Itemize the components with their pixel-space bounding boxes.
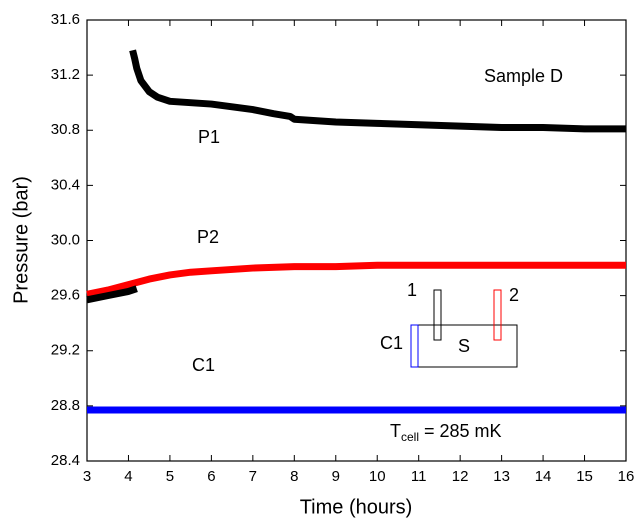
inset-label: S xyxy=(458,336,470,356)
x-tick-label: 11 xyxy=(411,468,427,485)
y-tick-label: 29.2 xyxy=(51,342,80,359)
inset-label: 1 xyxy=(407,280,417,300)
annotation: Sample D xyxy=(484,66,563,86)
series-label: P2 xyxy=(197,227,219,247)
plot-frame xyxy=(86,19,627,462)
temperature-label: Tcell = 285 mK xyxy=(390,421,502,444)
inset-label: 2 xyxy=(509,285,519,305)
x-tick-label: 15 xyxy=(576,468,593,485)
gauge-1 xyxy=(433,289,442,341)
x-tick-label: 3 xyxy=(83,468,91,485)
temperature-subscript: cell xyxy=(401,430,419,444)
y-tick-label: 29.6 xyxy=(51,287,80,304)
y-tick-label: 30.8 xyxy=(51,121,80,138)
y-tick-label: 28.8 xyxy=(51,397,80,414)
series-line xyxy=(86,285,138,304)
x-tick-label: 4 xyxy=(124,468,132,485)
series-line xyxy=(86,261,626,298)
gauge-2 xyxy=(493,289,502,341)
temperature-text: = 285 mK xyxy=(424,421,502,441)
x-tick-label: 13 xyxy=(493,468,510,485)
x-tick-label: 7 xyxy=(249,468,257,485)
x-tick-label: 12 xyxy=(452,468,469,485)
x-axis-title: Time (hours) xyxy=(300,496,413,518)
inset-schematic: 1 2 C1 S xyxy=(380,280,519,368)
gauge-c1 xyxy=(410,324,419,368)
inset-label: C1 xyxy=(380,333,403,353)
y-axis-title: Pressure (bar) xyxy=(10,176,32,304)
x-tick-label: 8 xyxy=(290,468,298,485)
x-tick-label: 5 xyxy=(166,468,174,485)
y-tick-label: 31.2 xyxy=(51,66,80,83)
x-tick-label: 10 xyxy=(369,468,386,485)
y-tick-label: 31.6 xyxy=(51,11,80,28)
x-tick-label: 6 xyxy=(207,468,215,485)
x-tick-label: 14 xyxy=(535,468,552,485)
series-line xyxy=(129,49,626,133)
x-tick-label: 16 xyxy=(618,468,635,485)
y-tick-label: 30.4 xyxy=(51,176,80,193)
y-tick-label: 28.4 xyxy=(51,452,80,469)
series-label: C1 xyxy=(192,355,215,375)
temperature-symbol: T xyxy=(390,421,401,441)
series-label: P1 xyxy=(198,127,220,147)
y-tick-label: 30.0 xyxy=(51,231,80,248)
x-tick-label: 9 xyxy=(332,468,340,485)
